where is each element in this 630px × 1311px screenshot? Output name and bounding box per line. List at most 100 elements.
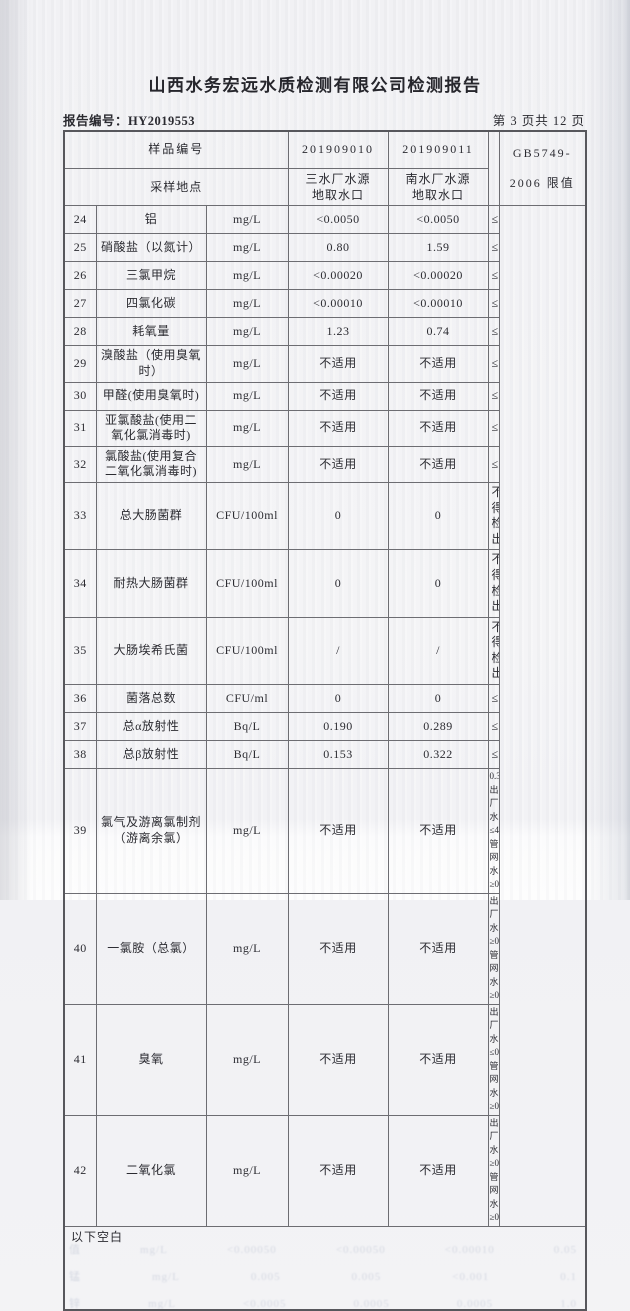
bleedthrough-text: 值 mg/L <0.00050 <0.00050 <0.00010 0.05 锰 mg/L 0.…: [69, 1243, 577, 1310]
page-indicator: 第 3 页共 12 页: [492, 114, 585, 128]
sample1-result: 0.80: [287, 233, 389, 263]
parameter-name: 氯气及游离氯制剂（游离余氯）: [95, 768, 207, 894]
table-row: 25 硝酸盐（以氮计） mg/L 0.80 1.59 ≤10: [63, 233, 586, 263]
parameter-name: 耗氧量: [95, 317, 207, 347]
table-row: 24 铝 mg/L <0.0050 <0.0050 ≤0.2: [63, 205, 586, 235]
parameter-name: 氯酸盐(使用复合二氧化氯消毒时): [95, 445, 207, 483]
limit-value: ≤0.9: [487, 381, 500, 411]
unit-value: mg/L: [205, 1003, 289, 1116]
table-row: 38 总β放射性 Bq/L 0.153 0.322 ≤1: [63, 740, 586, 770]
sample1-result: 0.153: [287, 740, 389, 770]
row-number: 29: [63, 345, 97, 383]
table-row: 26 三氯甲烷 mg/L <0.00020 <0.00020 ≤0.06: [63, 261, 586, 291]
unit-value: mg/L: [205, 317, 289, 347]
limit-value: 出厂水≤0.3管网水≥0.02: [487, 1003, 500, 1116]
page-title: 山西水务宏远水质检测有限公司检测报告: [148, 76, 482, 95]
sample1-result: 0: [287, 481, 389, 551]
sample2-result: 不适用: [387, 768, 489, 894]
sample2-result: <0.0050: [387, 205, 489, 235]
row-number: 25: [63, 233, 97, 263]
unit-value: mg/L: [205, 1114, 289, 1227]
limit-value: ≤0.2: [487, 205, 500, 235]
row-number: 32: [63, 445, 97, 483]
limit-value: 不得检出: [487, 616, 500, 686]
row-number: 33: [63, 481, 97, 551]
unit-value: mg/L: [205, 261, 289, 291]
table-row: 31 亚氯酸盐(使用二氧化氯消毒时) mg/L 不适用 不适用 ≤0.7: [63, 409, 586, 447]
sample2-result: <0.00010: [387, 289, 489, 319]
limit-value: ≤0.7: [487, 409, 500, 447]
table-row: 30 甲醛(使用臭氧时) mg/L 不适用 不适用 ≤0.9: [63, 381, 586, 411]
sample1-result: 0: [287, 684, 389, 714]
parameter-name: 大肠埃希氏菌: [95, 616, 207, 686]
table-row: 35 大肠埃希氏菌 CFU/100ml / / 不得检出: [63, 616, 586, 686]
table-body: 24 铝 mg/L <0.0050 <0.0050 ≤0.2 25 硝酸盐（以氮…: [63, 205, 586, 1227]
row-number: 27: [63, 289, 97, 319]
table-row: 36 菌落总数 CFU/ml 0 0 ≤100: [63, 684, 586, 714]
sample2-result: 不适用: [387, 409, 489, 447]
parameter-name: 四氯化碳: [95, 289, 207, 319]
row-number: 37: [63, 712, 97, 742]
table-row: 41 臭氧 mg/L 不适用 不适用 出厂水≤0.3管网水≥0.02: [63, 1003, 586, 1116]
report-meta-row: 报告编号：HY2019553 第 3 页共 12 页: [63, 110, 585, 129]
sample2-result: 不适用: [387, 345, 489, 383]
limit-value: 出厂水≥0.1管网水≥0.02: [487, 1114, 500, 1227]
limit-value: 不得检出: [487, 549, 500, 618]
unit-value: CFU/100ml: [205, 549, 289, 618]
table-row: 32 氯酸盐(使用复合二氧化氯消毒时) mg/L 不适用 不适用 ≤0.7: [63, 445, 586, 483]
limit-value: ≤0.002: [487, 289, 500, 319]
header-row-sample-id: 样品编号 201909010 201909011 GB5749- 2006 限值: [63, 130, 587, 207]
sample-id-1: 201909010: [287, 130, 389, 169]
sample1-result: <0.00020: [287, 261, 389, 291]
sampling-site-2: 南水厂水源地取水口: [387, 167, 489, 207]
unit-value: mg/L: [205, 381, 289, 411]
unit-value: mg/L: [205, 345, 289, 383]
parameter-name: 铝: [95, 205, 207, 235]
row-number: 42: [63, 1114, 97, 1227]
parameter-name: 亚氯酸盐(使用二氧化氯消毒时): [95, 409, 207, 447]
sample1-result: 1.23: [287, 317, 389, 347]
table-row: 40 一氯胺（总氯） mg/L 不适用 不适用 出厂水≥0.5管网水≥0.05: [63, 892, 586, 1005]
limit-value: ≤0.06: [487, 261, 500, 291]
row-number: 38: [63, 740, 97, 770]
unit-value: Bq/L: [205, 740, 289, 770]
sample2-result: 不适用: [387, 381, 489, 411]
sample2-result: /: [387, 616, 489, 686]
limit-value: ≤3: [487, 317, 500, 347]
table-row: 29 溴酸盐（使用臭氧时） mg/L 不适用 不适用 ≤0.01: [63, 345, 586, 383]
sampling-site-label: 采样地点: [63, 167, 289, 207]
sample-id-2: 201909011: [387, 130, 489, 169]
sample2-result: 不适用: [387, 1003, 489, 1116]
table-row: 37 总α放射性 Bq/L 0.190 0.289 ≤0.5: [63, 712, 586, 742]
row-number: 36: [63, 684, 97, 714]
sample2-result: 不适用: [387, 445, 489, 483]
limit-value: ≤1: [487, 740, 500, 770]
unit-value: mg/L: [205, 768, 289, 894]
parameter-name: 硝酸盐（以氮计）: [95, 233, 207, 263]
limit-value: 不得检出: [487, 481, 500, 551]
limit-header-line2: 2006 限值: [509, 175, 575, 190]
blank-footer-cell: 以下空白 值 mg/L <0.00050 <0.00050 <0.00010 0.05 锰 m…: [63, 1225, 587, 1311]
blank-note: 以下空白: [71, 1229, 124, 1244]
limit-value: ≤0.7: [487, 445, 500, 483]
parameter-name: 菌落总数: [95, 684, 207, 714]
unit-value: Bq/L: [205, 712, 289, 742]
sample1-result: 不适用: [287, 768, 389, 894]
parameter-name: 总β放射性: [95, 740, 207, 770]
sample2-result: 不适用: [387, 1114, 489, 1227]
parameter-name: 溴酸盐（使用臭氧时）: [95, 345, 207, 383]
sample1-result: 0.190: [287, 712, 389, 742]
unit-value: mg/L: [205, 289, 289, 319]
parameter-name: 三氯甲烷: [95, 261, 207, 291]
table-row: 28 耗氧量 mg/L 1.23 0.74 ≤3: [63, 317, 586, 347]
row-number: 40: [63, 892, 97, 1005]
parameter-name: 耐热大肠菌群: [95, 549, 207, 618]
limit-value: ≤100: [487, 684, 500, 714]
row-number: 30: [63, 381, 97, 411]
sample2-result: 0.289: [387, 712, 489, 742]
blank-footer-row: 以下空白 值 mg/L <0.00050 <0.00050 <0.00010 0.05 锰 m…: [63, 1225, 587, 1311]
unit-value: mg/L: [205, 409, 289, 447]
parameter-name: 一氯胺（总氯）: [95, 892, 207, 1005]
sample1-result: 不适用: [287, 1003, 389, 1116]
limit-column-header: GB5749- 2006 限值: [498, 130, 587, 207]
